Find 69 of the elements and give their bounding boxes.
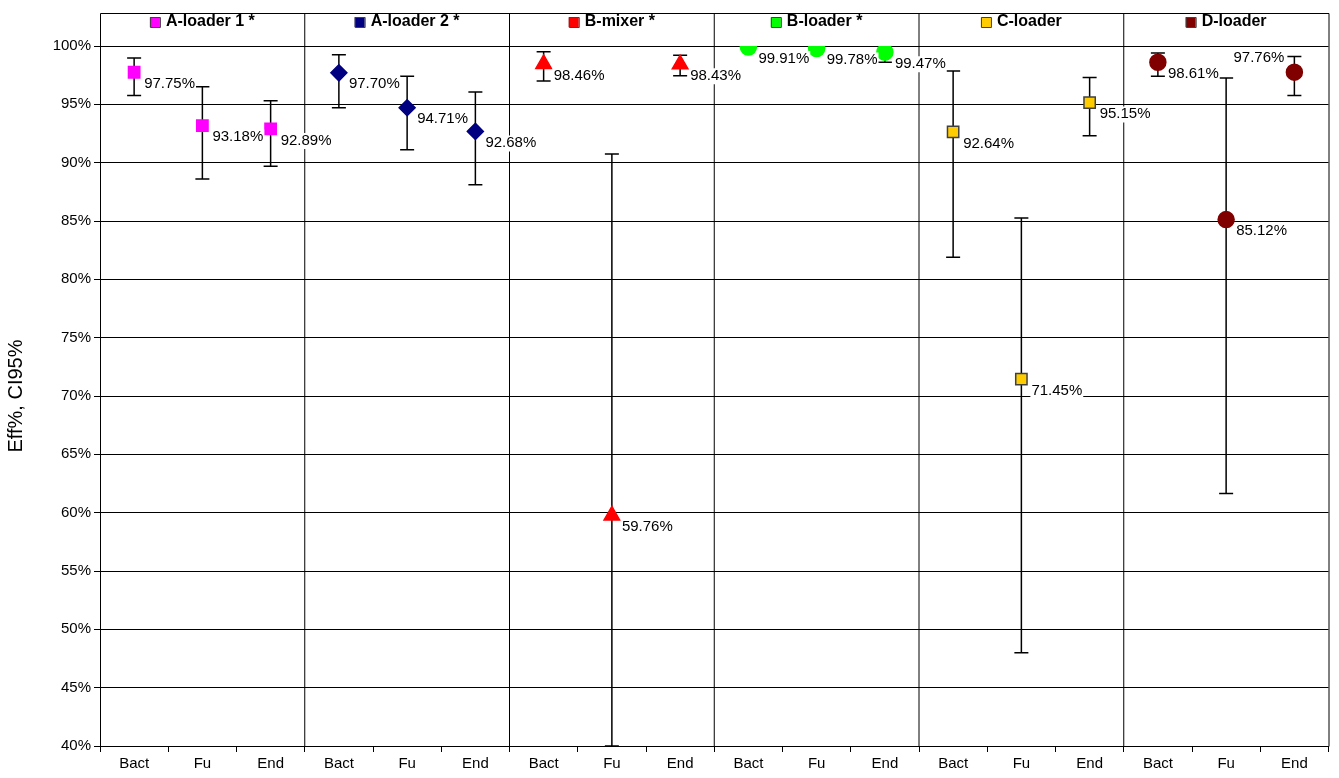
x-tick-label: Bact xyxy=(323,754,355,772)
y-tick-label: 100% xyxy=(52,36,91,54)
y-tick-label: 85% xyxy=(60,211,91,229)
x-tick-label: Fu xyxy=(807,754,826,772)
x-tick-label: End xyxy=(462,754,489,772)
y-tick-label: 50% xyxy=(60,619,91,637)
point xyxy=(1217,210,1235,229)
data-label: 99.78% xyxy=(826,50,878,68)
point xyxy=(127,65,141,79)
data-label: 98.61% xyxy=(1167,63,1219,81)
x-tick-label: Fu xyxy=(1217,754,1235,772)
y-tick-label: 80% xyxy=(60,269,91,287)
point xyxy=(466,122,485,141)
x-tick-label: Fu xyxy=(193,754,212,772)
data-label: 98.46% xyxy=(553,65,605,83)
x-tick-label: Bact xyxy=(733,754,765,772)
legend-label: A-loader 2 * xyxy=(370,12,461,30)
y-tick-label: 65% xyxy=(60,444,91,462)
legend-label: A-loader 1 * xyxy=(165,12,256,30)
x-tick-label: Fu xyxy=(603,754,621,772)
y-tick-label: 70% xyxy=(60,386,91,404)
x-tick-label: Bact xyxy=(1142,754,1174,772)
x-tick-label: Bact xyxy=(119,754,150,772)
point xyxy=(1149,53,1167,71)
x-tick-label: End xyxy=(257,754,284,772)
legend-label: D-loader xyxy=(1201,12,1267,30)
data-label: 97.75% xyxy=(144,73,195,91)
x-tick-label: Bact xyxy=(528,754,560,772)
data-label: 71.45% xyxy=(1031,380,1083,398)
x-tick-label: End xyxy=(1076,754,1103,772)
data-label: 97.70% xyxy=(348,74,400,92)
data-label: 93.18% xyxy=(212,127,264,145)
point xyxy=(603,505,621,521)
y-tick-label: 90% xyxy=(60,152,91,170)
data-label: 99.91% xyxy=(758,48,810,66)
y-tick-label: 55% xyxy=(60,561,91,579)
point xyxy=(398,98,416,117)
point xyxy=(1285,63,1304,81)
y-tick-label: 40% xyxy=(60,736,91,754)
y-tick-label: 45% xyxy=(60,677,91,695)
data-label: 59.76% xyxy=(621,517,673,535)
data-label: 97.76% xyxy=(1233,47,1285,65)
data-label: 85.12% xyxy=(1236,221,1287,239)
point xyxy=(195,119,209,132)
x-tick-label: Bact xyxy=(938,754,969,772)
x-tick-label: End xyxy=(871,754,899,772)
x-tick-label: Fu xyxy=(398,754,416,772)
data-label: 95.15% xyxy=(1099,104,1151,122)
data-label: 92.64% xyxy=(963,133,1014,151)
legend-label: B-loader * xyxy=(786,12,864,30)
y-tick-label: 75% xyxy=(60,327,91,345)
data-label: 92.89% xyxy=(280,130,332,148)
legend-label: B-mixer * xyxy=(584,12,656,30)
x-tick-label: Fu xyxy=(1012,754,1031,772)
x-tick-label: End xyxy=(666,754,694,772)
data-label: 98.43% xyxy=(690,65,741,83)
point xyxy=(264,122,278,136)
y-tick-label: 60% xyxy=(60,502,91,520)
point xyxy=(330,64,348,82)
y-axis-title: Eff%, CI95% xyxy=(3,339,26,453)
point xyxy=(1014,372,1028,386)
point xyxy=(946,125,960,139)
y-tick-label: 95% xyxy=(60,94,91,112)
legend-label: C-loader xyxy=(996,12,1062,30)
data-label: 99.47% xyxy=(894,53,946,71)
point xyxy=(1083,96,1097,109)
data-label: 92.68% xyxy=(485,133,537,151)
x-tick-label: End xyxy=(1281,754,1308,772)
data-label: 94.71% xyxy=(417,109,468,127)
